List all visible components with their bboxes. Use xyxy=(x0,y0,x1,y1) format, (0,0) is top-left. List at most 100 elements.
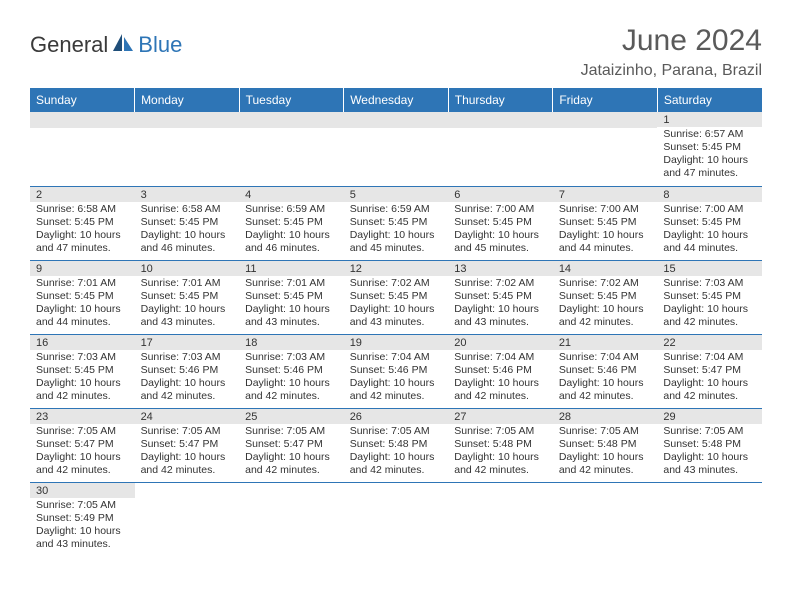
day-line: Daylight: 10 hours xyxy=(559,451,652,464)
day-line: Sunrise: 7:04 AM xyxy=(663,351,756,364)
day-number: 24 xyxy=(135,409,240,424)
calendar-week: 9Sunrise: 7:01 AMSunset: 5:45 PMDaylight… xyxy=(30,260,762,334)
day-line: Daylight: 10 hours xyxy=(663,303,756,316)
day-line: Sunset: 5:48 PM xyxy=(350,438,443,451)
day-number: 11 xyxy=(239,261,344,276)
day-content: Sunrise: 7:00 AMSunset: 5:45 PMDaylight:… xyxy=(657,202,762,259)
day-line: Sunrise: 7:04 AM xyxy=(454,351,547,364)
weekday-header: Sunday xyxy=(30,88,135,112)
day-line: and 42 minutes. xyxy=(141,390,234,403)
day-line: Sunrise: 7:02 AM xyxy=(350,277,443,290)
calendar-cell: 7Sunrise: 7:00 AMSunset: 5:45 PMDaylight… xyxy=(553,186,658,260)
empty-daynum xyxy=(30,112,135,128)
calendar-cell: 14Sunrise: 7:02 AMSunset: 5:45 PMDayligh… xyxy=(553,260,658,334)
day-line: Sunrise: 7:03 AM xyxy=(245,351,338,364)
logo: General Blue xyxy=(30,32,182,58)
day-content: Sunrise: 7:05 AMSunset: 5:47 PMDaylight:… xyxy=(135,424,240,481)
day-content: Sunrise: 7:00 AMSunset: 5:45 PMDaylight:… xyxy=(448,202,553,259)
day-line: Sunrise: 7:00 AM xyxy=(454,203,547,216)
day-content: Sunrise: 6:57 AMSunset: 5:45 PMDaylight:… xyxy=(657,127,762,184)
day-content: Sunrise: 7:03 AMSunset: 5:45 PMDaylight:… xyxy=(30,350,135,407)
day-line: and 42 minutes. xyxy=(559,316,652,329)
day-content: Sunrise: 7:01 AMSunset: 5:45 PMDaylight:… xyxy=(30,276,135,333)
empty-daynum xyxy=(553,112,658,128)
day-line: Sunset: 5:47 PM xyxy=(663,364,756,377)
day-line: Sunrise: 7:05 AM xyxy=(663,425,756,438)
day-line: Daylight: 10 hours xyxy=(454,303,547,316)
calendar-cell xyxy=(344,482,449,556)
day-line: Daylight: 10 hours xyxy=(36,377,129,390)
calendar-week: 2Sunrise: 6:58 AMSunset: 5:45 PMDaylight… xyxy=(30,186,762,260)
day-line: Sunrise: 6:59 AM xyxy=(245,203,338,216)
day-line: Sunrise: 6:58 AM xyxy=(141,203,234,216)
calendar-cell xyxy=(239,482,344,556)
calendar-cell xyxy=(135,482,240,556)
calendar-cell: 8Sunrise: 7:00 AMSunset: 5:45 PMDaylight… xyxy=(657,186,762,260)
day-number: 3 xyxy=(135,187,240,202)
calendar-cell xyxy=(135,112,240,186)
day-line: Sunrise: 7:05 AM xyxy=(350,425,443,438)
weekday-header: Thursday xyxy=(448,88,553,112)
day-line: and 42 minutes. xyxy=(245,464,338,477)
day-content: Sunrise: 7:05 AMSunset: 5:47 PMDaylight:… xyxy=(239,424,344,481)
day-content: Sunrise: 7:02 AMSunset: 5:45 PMDaylight:… xyxy=(553,276,658,333)
day-line: and 43 minutes. xyxy=(454,316,547,329)
day-line: Sunset: 5:45 PM xyxy=(663,141,756,154)
day-line: Sunrise: 7:03 AM xyxy=(36,351,129,364)
day-line: Sunset: 5:47 PM xyxy=(36,438,129,451)
day-number: 26 xyxy=(344,409,449,424)
day-number: 12 xyxy=(344,261,449,276)
day-line: and 43 minutes. xyxy=(350,316,443,329)
day-line: Daylight: 10 hours xyxy=(141,229,234,242)
day-content: Sunrise: 7:01 AMSunset: 5:45 PMDaylight:… xyxy=(239,276,344,333)
calendar-cell: 30Sunrise: 7:05 AMSunset: 5:49 PMDayligh… xyxy=(30,482,135,556)
day-content: Sunrise: 6:58 AMSunset: 5:45 PMDaylight:… xyxy=(135,202,240,259)
day-line: Daylight: 10 hours xyxy=(141,451,234,464)
day-content: Sunrise: 7:00 AMSunset: 5:45 PMDaylight:… xyxy=(553,202,658,259)
day-line: and 45 minutes. xyxy=(454,242,547,255)
day-content: Sunrise: 7:03 AMSunset: 5:46 PMDaylight:… xyxy=(239,350,344,407)
calendar-cell: 3Sunrise: 6:58 AMSunset: 5:45 PMDaylight… xyxy=(135,186,240,260)
day-line: Sunrise: 6:57 AM xyxy=(663,128,756,141)
day-line: and 46 minutes. xyxy=(141,242,234,255)
day-line: Sunrise: 7:00 AM xyxy=(559,203,652,216)
day-number: 17 xyxy=(135,335,240,350)
day-content: Sunrise: 7:05 AMSunset: 5:47 PMDaylight:… xyxy=(30,424,135,481)
day-line: Sunset: 5:45 PM xyxy=(663,216,756,229)
day-line: and 42 minutes. xyxy=(663,316,756,329)
calendar-cell: 16Sunrise: 7:03 AMSunset: 5:45 PMDayligh… xyxy=(30,334,135,408)
day-line: Sunrise: 7:05 AM xyxy=(36,499,129,512)
day-content: Sunrise: 6:59 AMSunset: 5:45 PMDaylight:… xyxy=(344,202,449,259)
day-line: Sunrise: 7:01 AM xyxy=(141,277,234,290)
day-line: and 44 minutes. xyxy=(36,316,129,329)
day-line: Daylight: 10 hours xyxy=(663,377,756,390)
calendar-cell: 15Sunrise: 7:03 AMSunset: 5:45 PMDayligh… xyxy=(657,260,762,334)
day-number: 13 xyxy=(448,261,553,276)
day-number: 14 xyxy=(553,261,658,276)
calendar-cell: 29Sunrise: 7:05 AMSunset: 5:48 PMDayligh… xyxy=(657,408,762,482)
day-line: Daylight: 10 hours xyxy=(245,229,338,242)
day-line: Daylight: 10 hours xyxy=(141,377,234,390)
calendar-cell: 24Sunrise: 7:05 AMSunset: 5:47 PMDayligh… xyxy=(135,408,240,482)
calendar-cell: 25Sunrise: 7:05 AMSunset: 5:47 PMDayligh… xyxy=(239,408,344,482)
day-number: 27 xyxy=(448,409,553,424)
day-content: Sunrise: 7:04 AMSunset: 5:46 PMDaylight:… xyxy=(344,350,449,407)
day-line: Daylight: 10 hours xyxy=(350,303,443,316)
day-line: Sunset: 5:47 PM xyxy=(245,438,338,451)
day-line: Sunset: 5:45 PM xyxy=(559,216,652,229)
day-number: 28 xyxy=(553,409,658,424)
day-line: and 43 minutes. xyxy=(663,464,756,477)
day-line: Daylight: 10 hours xyxy=(454,451,547,464)
day-line: Daylight: 10 hours xyxy=(36,303,129,316)
day-line: Sunset: 5:45 PM xyxy=(350,216,443,229)
day-line: Sunset: 5:45 PM xyxy=(454,290,547,303)
day-line: and 43 minutes. xyxy=(245,316,338,329)
day-line: and 42 minutes. xyxy=(663,390,756,403)
day-content: Sunrise: 7:05 AMSunset: 5:48 PMDaylight:… xyxy=(553,424,658,481)
day-number: 21 xyxy=(553,335,658,350)
calendar-cell: 20Sunrise: 7:04 AMSunset: 5:46 PMDayligh… xyxy=(448,334,553,408)
day-line: and 44 minutes. xyxy=(663,242,756,255)
day-line: Sunrise: 7:00 AM xyxy=(663,203,756,216)
weekday-header: Saturday xyxy=(657,88,762,112)
day-line: and 42 minutes. xyxy=(245,390,338,403)
